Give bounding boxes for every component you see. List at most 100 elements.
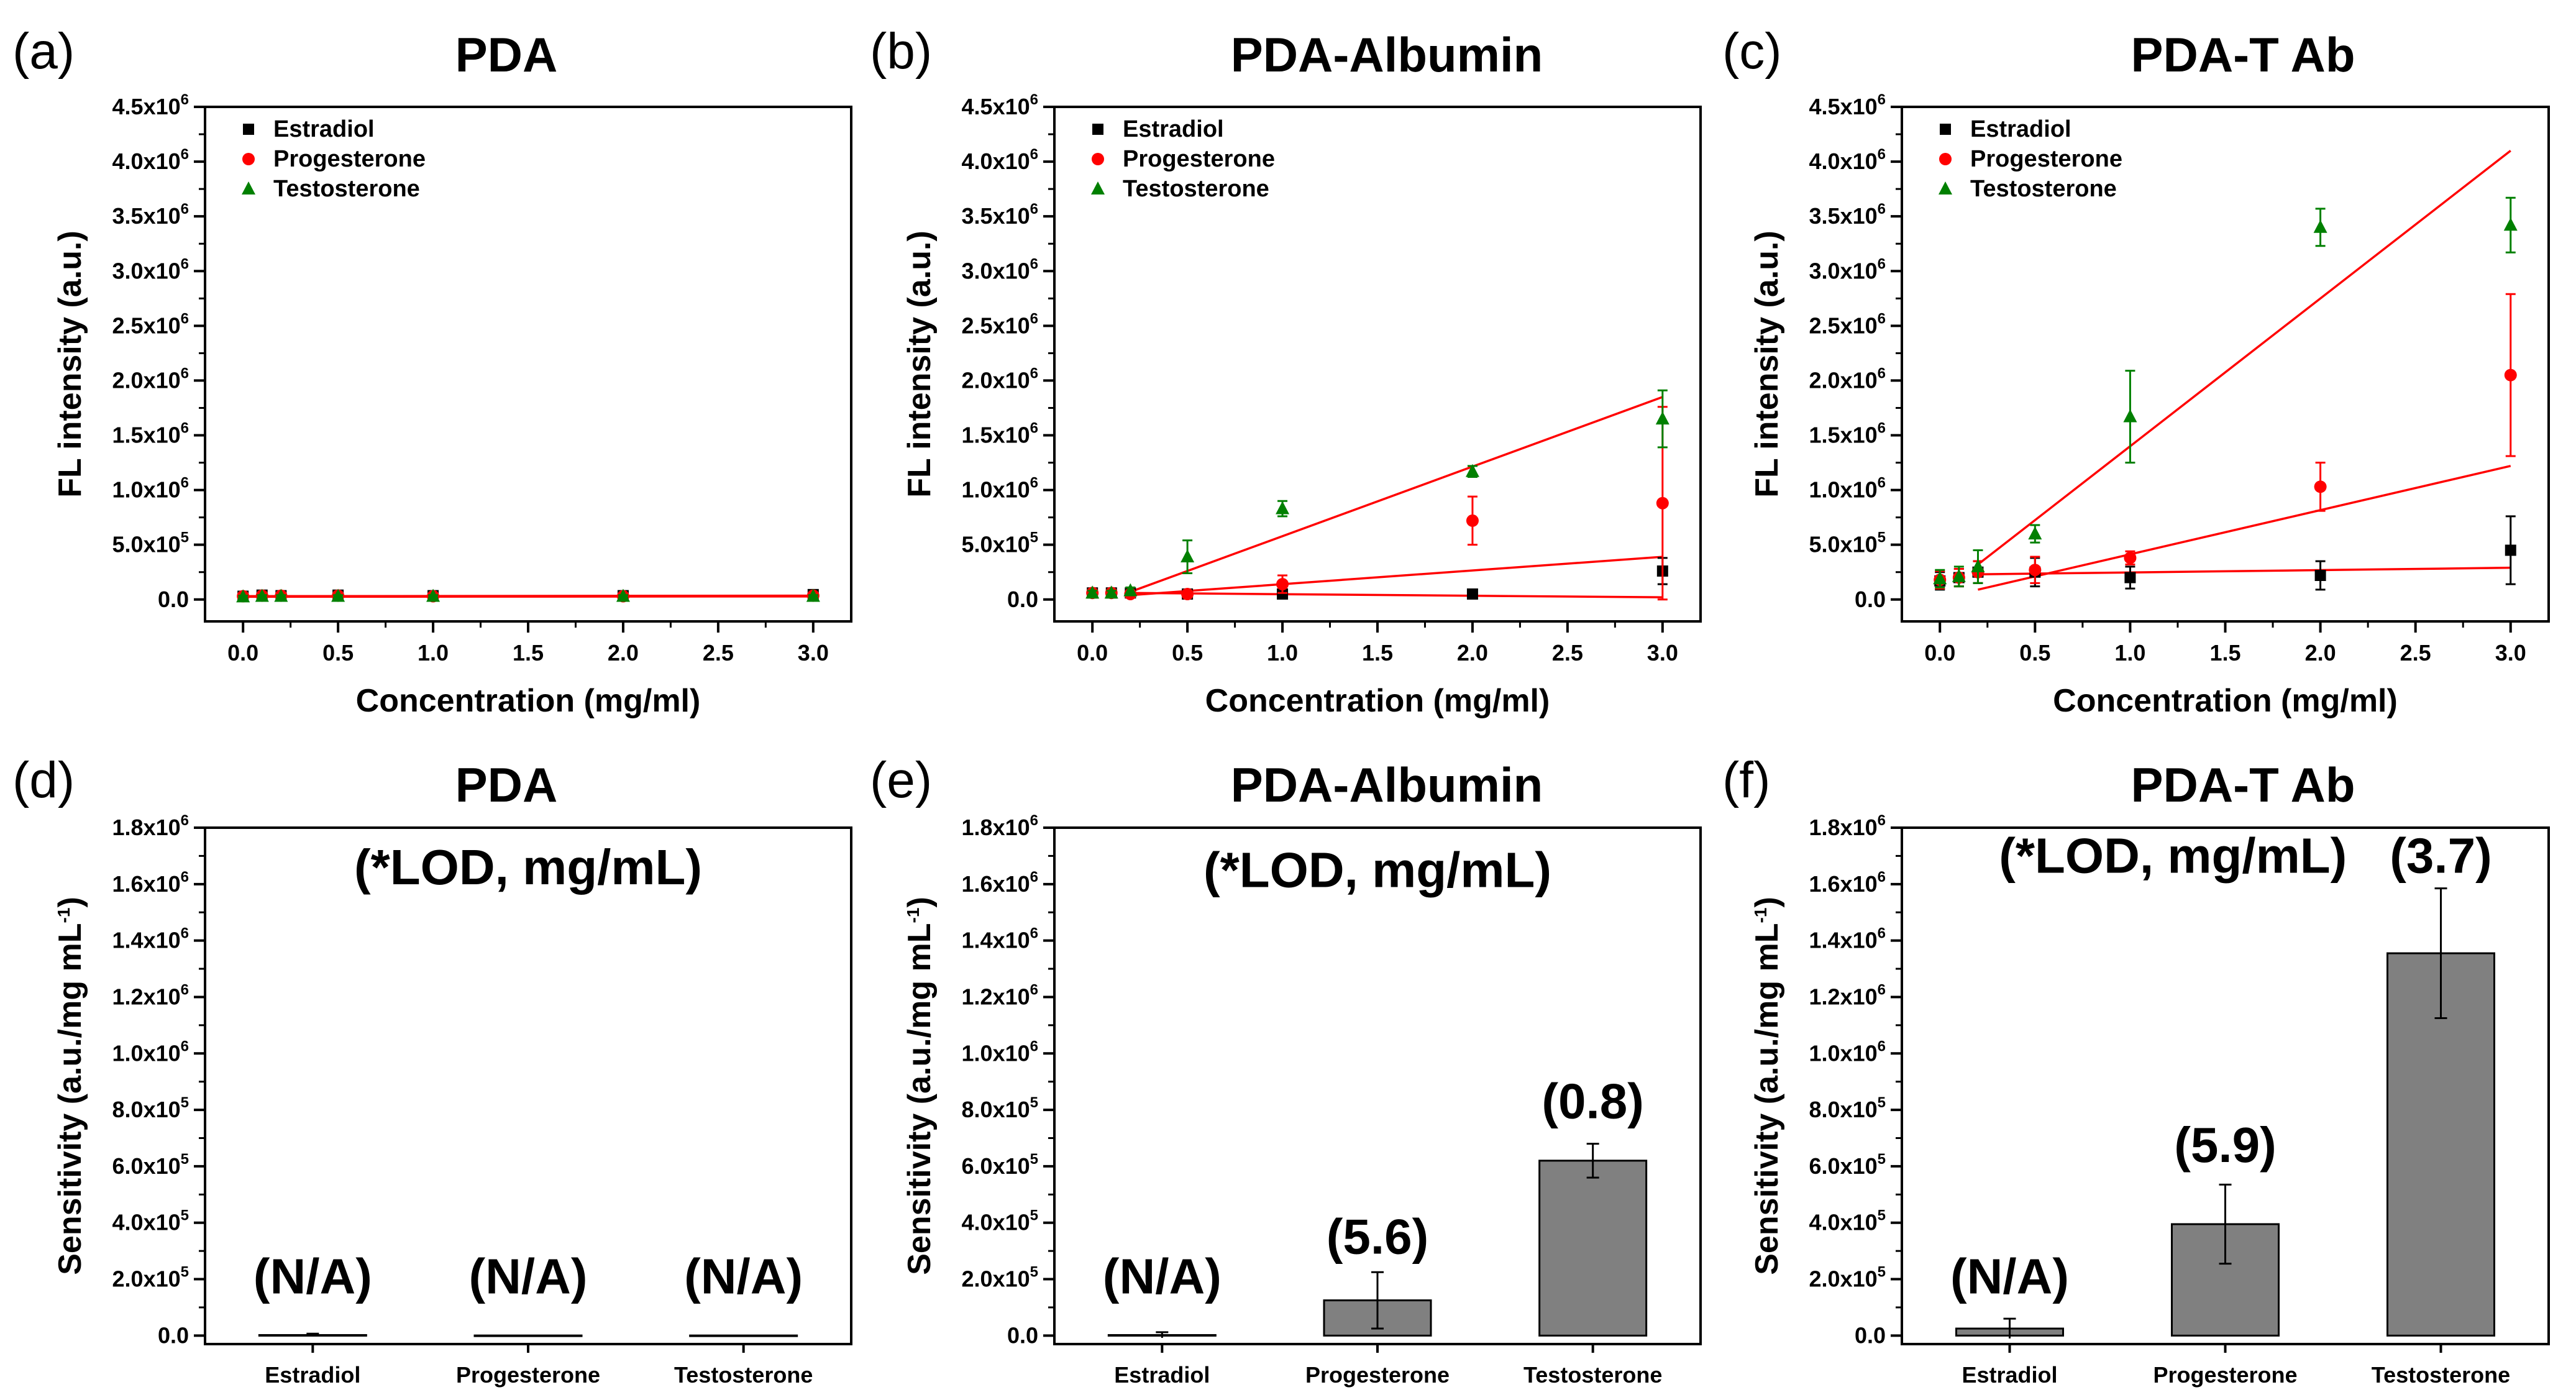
y-tick-label: 6.0x105 <box>112 1151 189 1179</box>
legend-marker <box>242 181 255 194</box>
legend-marker <box>1092 124 1103 135</box>
y-tick-label: 3.5x106 <box>1809 201 1886 229</box>
legend-label: Testosterone <box>273 176 420 202</box>
x-tick-label: 0.5 <box>2019 640 2050 666</box>
y-tick-label-mantissa: 8.0x10 <box>962 1097 1030 1122</box>
x-tick-label: Progesterone <box>456 1362 600 1388</box>
lod-annotation: (*LOD, mg/mL) <box>1999 828 2347 884</box>
y-tick-label-exponent: 5 <box>181 1207 189 1224</box>
y-tick-label-mantissa: 1.5x10 <box>112 423 181 448</box>
panel-title: PDA-Albumin <box>1231 27 1543 82</box>
fit-line-testosterone <box>1130 396 1663 593</box>
y-tick-label-mantissa: 3.0x10 <box>962 258 1030 283</box>
fit-line-progesterone <box>1978 465 2511 591</box>
y-tick-label-exponent: 6 <box>1878 365 1886 382</box>
y-tick-label-exponent: 6 <box>181 420 189 437</box>
data-point <box>2313 219 2327 233</box>
y-tick-label-mantissa: 1.0x10 <box>962 1040 1030 1066</box>
x-tick-label: Testosterone <box>2372 1362 2510 1388</box>
y-tick-label: 1.0x106 <box>112 475 189 503</box>
data-point <box>2124 551 2137 564</box>
y-tick-label-mantissa: 4.0x10 <box>112 149 181 174</box>
x-tick-label: 1.5 <box>1362 640 1393 666</box>
data-point <box>255 588 269 602</box>
y-tick-label: 1.5x106 <box>112 420 189 448</box>
y-axis-title-main: Sensitivity (a.u./mg mL <box>902 923 938 1274</box>
y-tick-label-exponent: 5 <box>181 529 189 546</box>
data-point <box>1656 496 1669 510</box>
series-testosterone <box>1933 196 2518 588</box>
y-tick-label-mantissa: 6.0x10 <box>962 1153 1030 1179</box>
x-tick-label: Progesterone <box>2153 1362 2297 1388</box>
y-tick-label: 4.0x105 <box>1809 1207 1886 1235</box>
y-tick-label-mantissa: 4.0x10 <box>962 1210 1030 1235</box>
data-point <box>2314 570 2326 582</box>
y-tick-label-exponent: 6 <box>1030 475 1038 492</box>
y-tick-label-exponent: 6 <box>1030 365 1038 382</box>
y-tick-label-mantissa: 5.0x10 <box>112 532 181 557</box>
y-tick-label-exponent: 6 <box>1030 1038 1038 1055</box>
data-point <box>2029 564 2042 577</box>
y-tick-label-mantissa: 1.0x10 <box>112 477 181 503</box>
panel-letter: (e) <box>870 752 932 808</box>
panel-letter: (d) <box>12 752 75 808</box>
y-tick-label-mantissa: 0.0 <box>158 1322 189 1348</box>
y-tick-label-exponent: 6 <box>1030 981 1038 998</box>
y-axis-title: Sensitivity (a.u./mg mL-1) <box>902 897 938 1275</box>
y-tick-label-mantissa: 2.0x10 <box>112 367 181 393</box>
y-tick-label-exponent: 6 <box>1878 255 1886 272</box>
y-tick-label-exponent: 6 <box>1030 201 1038 217</box>
panel-f: 0.02.0x1054.0x1056.0x1058.0x1051.0x1061.… <box>1722 752 2550 1388</box>
x-tick-label: Estradiol <box>1962 1362 2057 1388</box>
data-point <box>1181 549 1195 563</box>
y-tick-label: 4.5x106 <box>962 91 1038 119</box>
y-tick-label-mantissa: 0.0 <box>158 587 189 612</box>
data-point <box>1466 588 1478 600</box>
y-tick-label-mantissa: 1.4x10 <box>112 928 181 953</box>
y-tick-label: 1.0x106 <box>112 1038 189 1066</box>
legend-label: Estradiol <box>273 116 375 142</box>
y-tick-label: 6.0x105 <box>1809 1151 1886 1179</box>
data-point <box>426 588 441 602</box>
data-point <box>1655 411 1669 425</box>
data-point <box>2123 409 2137 423</box>
lod-label: (3.7) <box>2390 828 2492 884</box>
panel-title: PDA-Albumin <box>1231 757 1543 812</box>
y-tick-label: 0.0 <box>1855 1322 1886 1348</box>
data-point <box>806 588 820 602</box>
y-tick-label-exponent: 6 <box>181 310 189 327</box>
y-axis-title-end: ) <box>902 897 938 907</box>
y-tick-label-mantissa: 1.8x10 <box>112 815 181 840</box>
y-tick-label-mantissa: 1.0x10 <box>962 477 1030 503</box>
data-point <box>2314 480 2327 493</box>
y-tick-label-exponent: 6 <box>181 925 189 942</box>
x-tick-label: 2.5 <box>703 640 734 666</box>
y-tick-label-mantissa: 2.0x10 <box>962 367 1030 393</box>
y-tick-label: 2.0x106 <box>1809 365 1886 393</box>
y-tick-label-exponent: 6 <box>1030 869 1038 885</box>
y-tick-label-exponent: 6 <box>1030 925 1038 942</box>
legend-label: Progesterone <box>273 146 426 172</box>
x-tick-label: 1.0 <box>1267 640 1298 666</box>
x-tick-label: 0.0 <box>227 640 258 666</box>
y-tick-label-mantissa: 1.6x10 <box>962 871 1030 897</box>
lod-label: (0.8) <box>1541 1074 1644 1129</box>
y-axis-title-end: ) <box>52 897 88 907</box>
data-point <box>2503 217 2518 231</box>
y-tick-label-mantissa: 0.0 <box>1007 587 1038 612</box>
y-tick-label-exponent: 5 <box>1030 1151 1038 1168</box>
data-point <box>274 588 288 602</box>
legend-marker <box>242 153 255 165</box>
data-point <box>2505 544 2516 556</box>
x-tick-label: Testosterone <box>674 1362 813 1388</box>
y-tick-label-mantissa: 1.8x10 <box>962 815 1030 840</box>
y-tick-label-mantissa: 5.0x10 <box>1809 532 1878 557</box>
legend-label: Estradiol <box>1123 116 1224 142</box>
x-tick-label: 1.5 <box>513 640 544 666</box>
y-tick-label: 2.0x105 <box>112 1264 189 1292</box>
y-tick-label-mantissa: 2.0x10 <box>1809 367 1878 393</box>
y-tick-label: 3.5x106 <box>962 201 1038 229</box>
y-tick-label-mantissa: 4.0x10 <box>112 1210 181 1235</box>
y-tick-label-mantissa: 2.5x10 <box>962 313 1030 338</box>
